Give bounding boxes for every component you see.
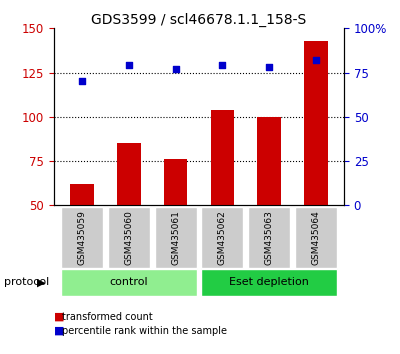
Text: control: control: [110, 277, 148, 287]
Text: ▶: ▶: [37, 277, 46, 287]
Bar: [164, 159, 187, 205]
Text: GSM435063: GSM435063: [265, 210, 274, 265]
Bar: [211, 110, 234, 205]
Bar: [201, 269, 337, 296]
Bar: [117, 143, 140, 205]
Text: Eset depletion: Eset depletion: [229, 277, 309, 287]
Bar: [248, 207, 290, 268]
Bar: [70, 184, 94, 205]
Bar: [201, 207, 244, 268]
Point: [266, 64, 272, 70]
Text: transformed count: transformed count: [62, 312, 153, 322]
Point: [126, 63, 132, 68]
Bar: [61, 207, 103, 268]
Text: GSM435060: GSM435060: [124, 210, 133, 265]
Point: [313, 57, 319, 63]
Title: GDS3599 / scl46678.1.1_158-S: GDS3599 / scl46678.1.1_158-S: [91, 13, 307, 27]
Text: GSM435062: GSM435062: [218, 210, 227, 264]
Text: GSM435061: GSM435061: [171, 210, 180, 265]
Bar: [154, 207, 197, 268]
Point: [172, 66, 179, 72]
Text: GSM435059: GSM435059: [78, 210, 86, 265]
Text: ■: ■: [54, 326, 64, 336]
Bar: [295, 207, 337, 268]
Bar: [108, 207, 150, 268]
Point: [79, 79, 85, 84]
Bar: [258, 117, 281, 205]
Bar: [61, 269, 197, 296]
Text: protocol: protocol: [4, 277, 49, 287]
Text: ■: ■: [54, 312, 64, 322]
Text: GSM435064: GSM435064: [312, 210, 320, 264]
Point: [219, 63, 226, 68]
Bar: [304, 41, 328, 205]
Text: percentile rank within the sample: percentile rank within the sample: [62, 326, 227, 336]
